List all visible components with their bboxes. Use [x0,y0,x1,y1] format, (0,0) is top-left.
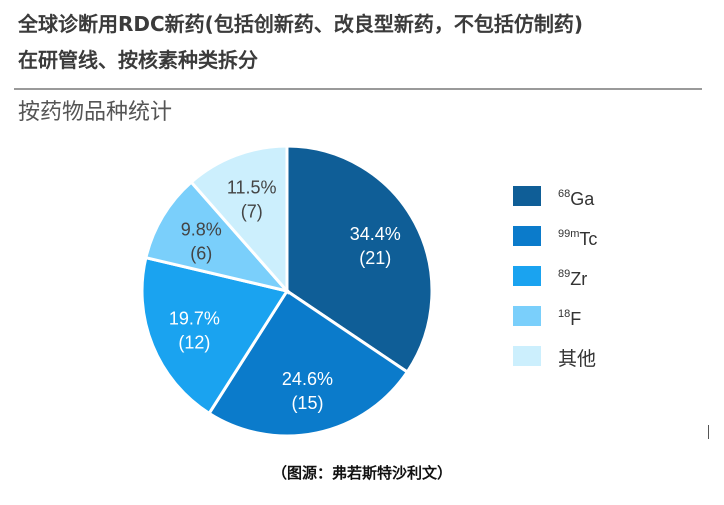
pie-slice-0 [285,144,434,375]
title-line-2: 在研管线、按核素种类拆分 [18,48,258,72]
slice-percent-label-2: 19.7% [169,309,220,329]
pie-slice-3 [144,179,292,294]
legend-swatch-0 [513,186,541,206]
slice-count-label-4: (7) [241,201,263,221]
chart-subtitle: 按药物品种统计 [18,100,173,125]
slice-count-label-2: (12) [178,333,210,353]
legend-swatch-4 [513,346,541,366]
slice-count-label-0: (21) [359,248,391,268]
slice-percent-label-4: 11.5% [227,177,277,197]
legend: 68Ga 99mTc 89Zr 18F 其他 [513,186,597,370]
legend-label-3: 18F [558,308,581,329]
slice-count-label-1: (15) [291,393,323,413]
pie-slice-4 [189,144,289,295]
legend-label-2: 89Zr [558,268,587,289]
title-divider [14,88,702,90]
slice-percent-label-1: 24.6% [282,369,333,389]
source-note: （图源：弗若斯特沙利文） [271,464,452,482]
legend-swatch-1 [513,226,541,246]
legend-label-1: 99mTc [558,228,597,249]
legend-swatch-2 [513,266,541,286]
legend-label-4: 其他 [558,348,596,370]
chart-title: 全球诊断用RDC新药(包括创新药、改良型新药，不包括仿制药) 在研管线、按核素种… [18,6,718,78]
slice-count-label-3: (6) [190,244,212,264]
legend-swatch-3 [513,306,541,326]
slice-percent-label-0: 34.4% [350,224,401,244]
pie-labels: 34.4% (21) 24.6% (15) 19.7% (12) 9.8% (6) 11.5% (… [169,177,401,412]
legend-label-0: 68Ga [558,188,595,209]
title-line-1: 全球诊断用RDC新药(包括创新药、改良型新药，不包括仿制药) [18,12,583,36]
slice-percent-label-3: 9.8% [181,220,222,240]
pie-slice-1 [207,288,410,438]
pie-slices [140,144,434,438]
edge-mark [708,425,709,439]
pie-slice-2 [140,255,290,416]
